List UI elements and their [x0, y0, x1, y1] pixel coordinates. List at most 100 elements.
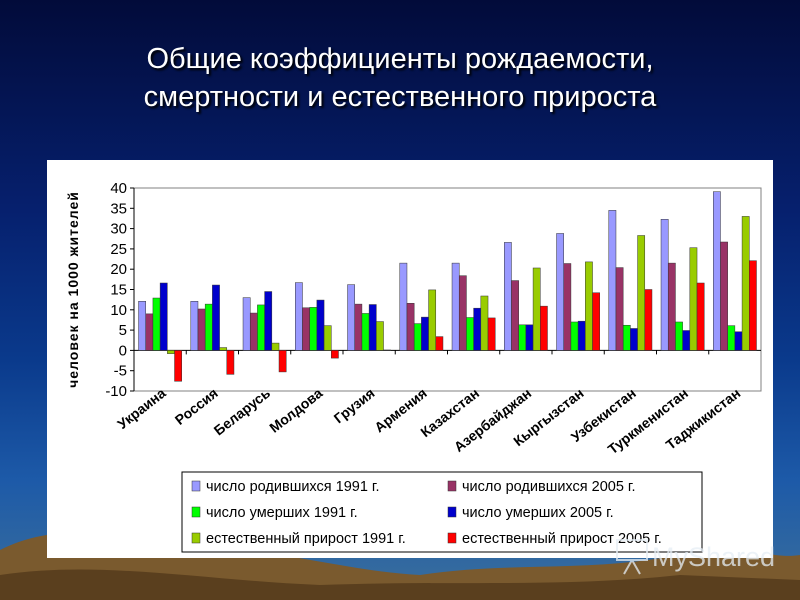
- bar: [316, 299, 325, 351]
- y-tick-label: 10: [110, 302, 127, 319]
- bar: [406, 303, 415, 351]
- slide-title-line-1: Общие коэффициенты рождаемости,: [146, 43, 654, 75]
- bar: [511, 280, 519, 351]
- bar: [458, 275, 467, 351]
- bar: [264, 291, 273, 351]
- bar: [682, 330, 691, 351]
- bar-chart: -10 -5 0 5 10 15 20 25 30 35 40 человек на 1000 жит…: [65, 180, 762, 553]
- bar: [226, 350, 235, 375]
- category-label: Беларусь: [211, 385, 274, 439]
- bar: [622, 324, 631, 351]
- legend-swatch: [447, 506, 457, 518]
- y-tick-label: 25: [110, 241, 127, 258]
- bar: [480, 295, 489, 351]
- bar: [689, 247, 698, 351]
- bar: [174, 350, 182, 382]
- bar: [540, 305, 548, 351]
- bar: [204, 303, 213, 351]
- y-tick-label: 0: [119, 342, 127, 359]
- legend-swatch: [191, 480, 201, 492]
- bar: [675, 321, 683, 351]
- presentation-icon: [616, 539, 648, 575]
- bar: [145, 313, 154, 351]
- bar: [741, 216, 750, 351]
- y-tick-label: 5: [119, 322, 127, 339]
- bar: [361, 313, 370, 351]
- bar: [323, 325, 332, 351]
- legend-swatch: [191, 506, 201, 518]
- bar: [615, 267, 624, 351]
- bar: [720, 241, 728, 351]
- bar: [219, 347, 228, 351]
- bar: [466, 317, 474, 351]
- bar: [331, 350, 339, 359]
- y-tick-label: 30: [110, 221, 127, 238]
- bar: [487, 317, 496, 351]
- watermark: MyShared: [614, 536, 784, 580]
- bar: [257, 304, 265, 351]
- bar: [504, 242, 512, 351]
- bar: [278, 350, 287, 373]
- legend-label: естественный прирост 1991 г.: [206, 531, 406, 547]
- bar: [302, 307, 310, 351]
- slide-title-line-2: смертности и естественного прироста: [143, 81, 657, 113]
- legend-swatch: [191, 532, 201, 544]
- y-tick-label: -10: [105, 383, 127, 400]
- bar: [368, 304, 377, 351]
- bar: [734, 331, 743, 351]
- bar: [383, 349, 391, 351]
- bar: [563, 263, 572, 351]
- chart-panel: -10 -5 0 5 10 15 20 25 30 35 40 человек на 1000 жит…: [47, 160, 773, 558]
- bar: [295, 282, 303, 351]
- y-tick-label: 35: [110, 200, 127, 217]
- bar: [197, 308, 206, 351]
- legend-swatch: [447, 480, 457, 492]
- bar: [532, 267, 541, 351]
- bar: [556, 233, 564, 351]
- y-tick-label: 15: [110, 282, 127, 299]
- bar: [518, 324, 527, 351]
- y-tick-label: -5: [114, 363, 127, 380]
- bar: [749, 260, 757, 351]
- bar: [271, 342, 280, 351]
- watermark-text: MyShared: [652, 542, 776, 572]
- bar: [399, 262, 408, 351]
- bar: [473, 307, 482, 351]
- bar: [525, 324, 534, 351]
- bar: [138, 301, 146, 351]
- bar: [630, 328, 638, 351]
- bar: [570, 321, 579, 351]
- bar: [354, 303, 363, 351]
- bar: [644, 289, 653, 351]
- legend: [181, 471, 703, 553]
- legend-label: число родившихся 2005 г.: [462, 479, 635, 495]
- bar: [347, 284, 355, 351]
- bar: [212, 284, 220, 351]
- bar: [413, 323, 422, 351]
- bar: [667, 262, 676, 351]
- legend-swatch: [447, 532, 457, 544]
- bar: [451, 262, 460, 351]
- category-label: Молдова: [266, 385, 325, 436]
- bar: [421, 316, 429, 351]
- legend-label: естественный прирост 2005 г.: [462, 531, 662, 547]
- bar: [152, 297, 161, 351]
- bar: [713, 191, 721, 351]
- bar: [637, 235, 646, 351]
- bar: [167, 350, 175, 354]
- bar: [309, 307, 318, 351]
- y-tick-label: 20: [110, 261, 127, 278]
- bar: [249, 312, 258, 351]
- legend-label: число умерших 2005 г.: [462, 505, 614, 521]
- bar: [660, 219, 669, 351]
- y-axis-label: человек на 1000 жителей: [65, 191, 81, 388]
- bar: [435, 336, 444, 351]
- bar: [727, 325, 736, 351]
- bar: [585, 261, 593, 351]
- y-tick-label: 40: [110, 180, 127, 197]
- bar: [696, 282, 705, 351]
- hills-background: [0, 533, 800, 600]
- bar: [428, 289, 437, 351]
- legend-label: число умерших 1991 г.: [206, 505, 358, 521]
- bar: [577, 320, 586, 351]
